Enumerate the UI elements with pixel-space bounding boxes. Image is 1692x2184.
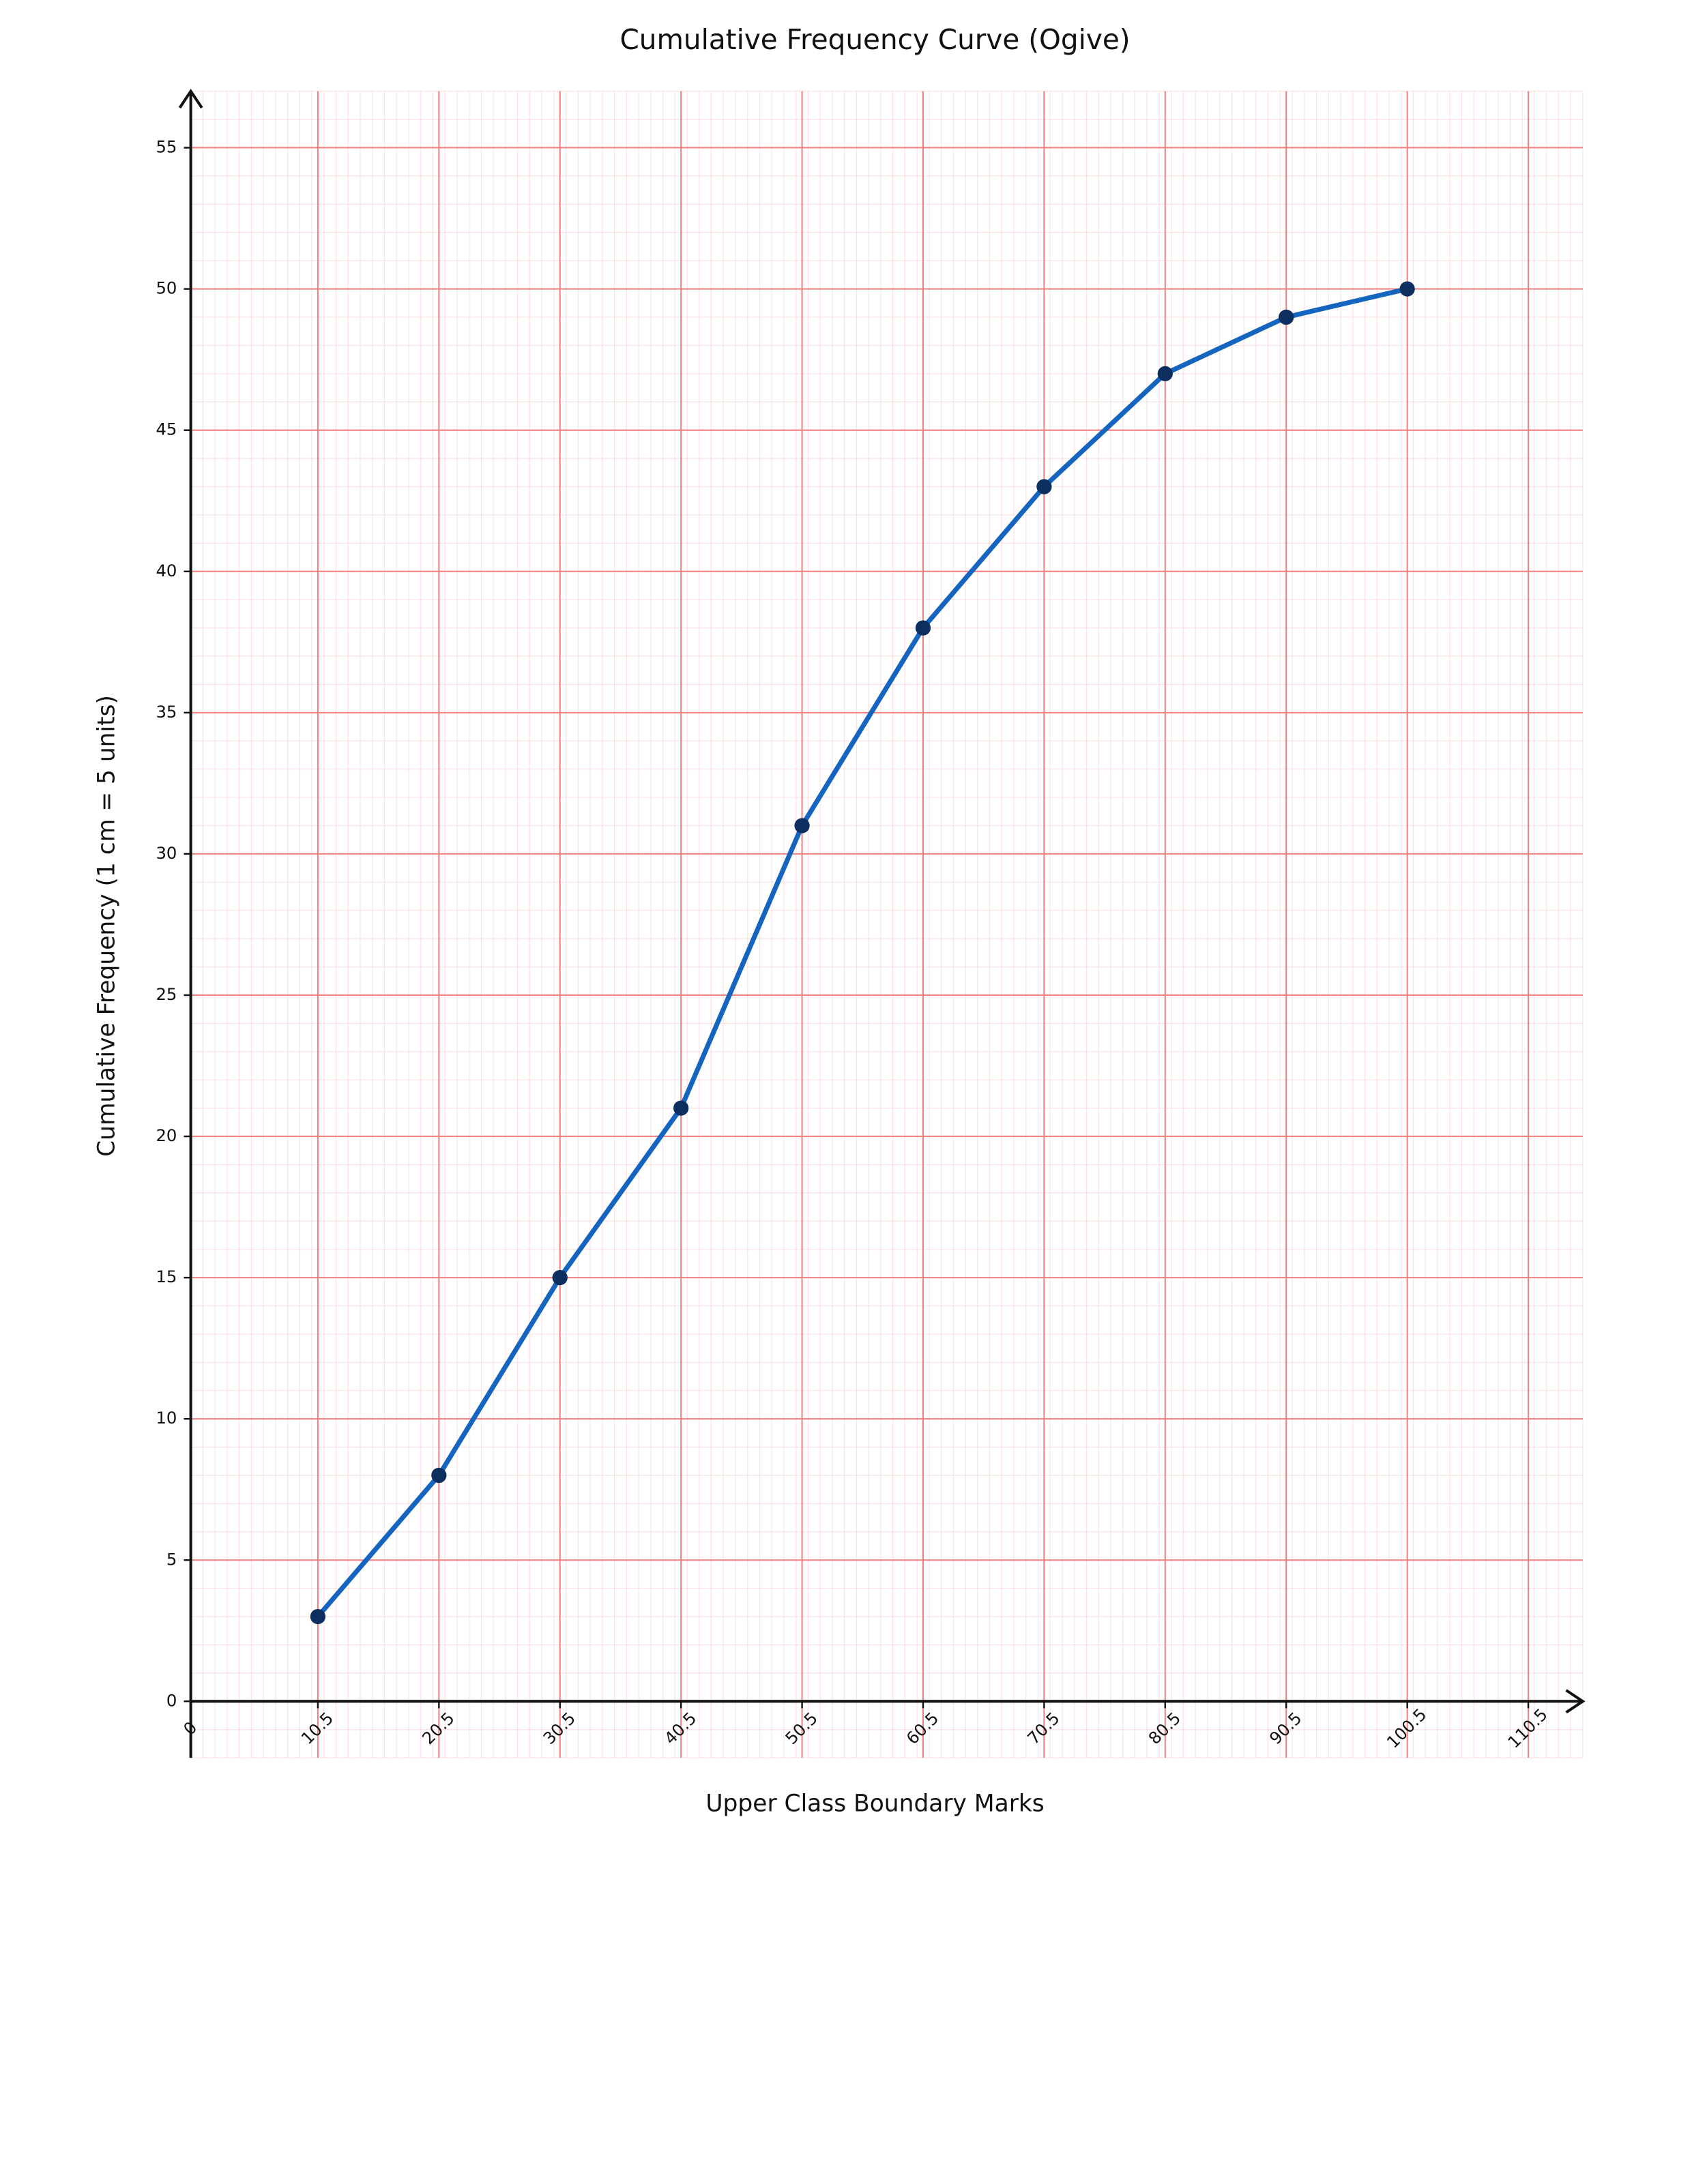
data-point: [794, 818, 810, 833]
y-tick-label: 20: [156, 1125, 177, 1145]
data-point: [673, 1100, 689, 1116]
y-tick-label: 40: [156, 561, 177, 580]
y-tick-label: 5: [166, 1549, 177, 1569]
data-point: [552, 1269, 568, 1286]
y-tick-label: 50: [156, 278, 177, 298]
y-axis-arrow: [178, 89, 203, 109]
y-tick-label: 10: [156, 1408, 177, 1428]
x-axis-arrow: [1565, 1689, 1586, 1714]
data-point: [431, 1467, 447, 1484]
x-axis-label: Upper Class Boundary Marks: [705, 1790, 1044, 1818]
y-tick-label: 0: [166, 1690, 177, 1710]
y-tick-label: 35: [156, 702, 177, 722]
data-point: [1157, 366, 1173, 382]
y-axis-label: Cumulative Frequency (1 cm = 5 units): [93, 695, 121, 1157]
ogive-line: [316, 286, 1408, 1619]
y-tick-label: 30: [156, 843, 177, 863]
data-point: [1036, 479, 1052, 495]
y-tick-label: 55: [156, 137, 177, 157]
grid: [190, 91, 1584, 1758]
data-point: [915, 620, 931, 636]
data-point: [310, 1608, 326, 1625]
y-tick-label: 25: [156, 984, 177, 1004]
y-tick-label: 15: [156, 1267, 177, 1286]
data-point: [1279, 309, 1294, 325]
chart-title: Cumulative Frequency Curve (Ogive): [619, 23, 1130, 56]
data-point: [1399, 281, 1415, 297]
y-tick-label: 45: [156, 419, 177, 439]
